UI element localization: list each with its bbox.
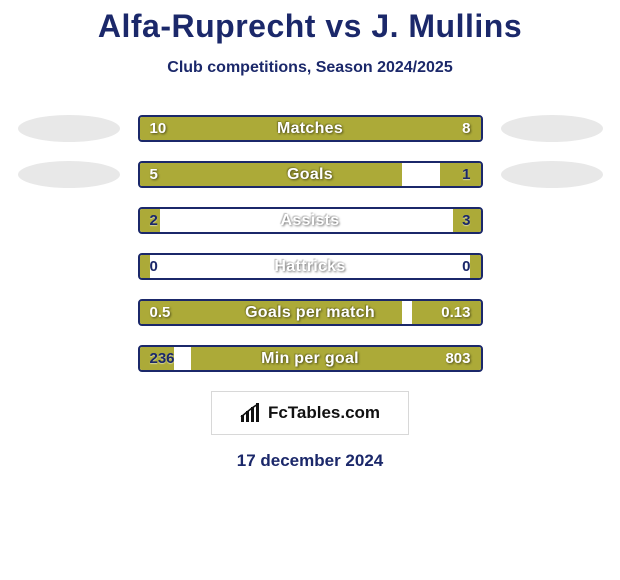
page-subtitle: Club competitions, Season 2024/2025 xyxy=(0,59,620,77)
stat-row: Min per goal236803 xyxy=(0,345,620,372)
stat-bar-left xyxy=(140,209,160,232)
player-badge-left xyxy=(18,115,120,142)
logo-text: FcTables.com xyxy=(268,403,380,423)
stat-label: Assists xyxy=(140,209,481,232)
stat-row: Goals per match0.50.13 xyxy=(0,299,620,326)
stat-bar-left xyxy=(140,163,403,186)
stat-bar-left xyxy=(140,301,403,324)
stat-value-left: 0 xyxy=(150,255,158,278)
stat-row: Hattricks0 0 xyxy=(0,253,620,280)
stat-bar-left xyxy=(140,255,150,278)
stat-bar-right xyxy=(329,117,480,140)
stat-bar-track: Goals per match0.50.13 xyxy=(138,299,483,326)
stat-row: Assists23 xyxy=(0,207,620,234)
stat-bar-track: Goals51 xyxy=(138,161,483,188)
stat-bar-right xyxy=(453,209,480,232)
stat-label: Hattricks xyxy=(140,255,481,278)
date-caption: 17 december 2024 xyxy=(0,451,620,471)
player-badge-left xyxy=(18,161,120,188)
player-badge-right xyxy=(501,161,603,188)
bars-icon xyxy=(240,403,262,423)
player-badge-right xyxy=(501,115,603,142)
stat-bar-right xyxy=(191,347,481,370)
stat-row: Goals51 xyxy=(0,161,620,188)
stat-bar-right xyxy=(412,301,480,324)
stat-bar-track: Matches108 xyxy=(138,115,483,142)
stat-bar-track: Assists23 xyxy=(138,207,483,234)
stat-bar-track: Min per goal236803 xyxy=(138,345,483,372)
stat-bar-right xyxy=(440,163,481,186)
comparison-chart: Matches108 Goals51 Assists23 Hattricks0 0 Goa… xyxy=(0,115,620,372)
stat-value-right: 0 xyxy=(462,255,470,278)
stat-bar-right xyxy=(470,255,480,278)
stat-row: Matches108 xyxy=(0,115,620,142)
attribution-logo: FcTables.com xyxy=(211,391,409,435)
stat-bar-track: Hattricks0 0 xyxy=(138,253,483,280)
page-title: Alfa-Ruprecht vs J. Mullins xyxy=(0,0,620,45)
stat-bar-left xyxy=(140,347,174,370)
stat-bar-left xyxy=(140,117,330,140)
